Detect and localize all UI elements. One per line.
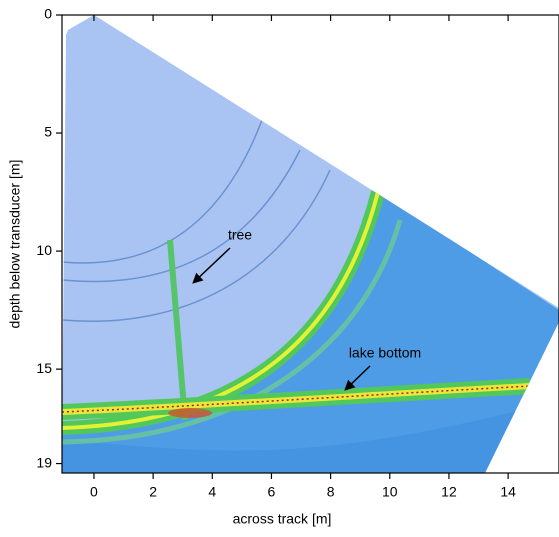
annotation-arrow xyxy=(344,365,371,391)
y-tick-label: 0 xyxy=(44,6,52,22)
annotation-arrow xyxy=(192,247,231,284)
sonar-image xyxy=(62,15,559,473)
annotation: tree xyxy=(228,227,252,243)
x-tick-label: 0 xyxy=(90,484,98,500)
plot-frame xyxy=(61,14,559,474)
annotation: lake bottom xyxy=(349,345,421,361)
y-tick-label: 5 xyxy=(44,124,52,140)
x-tick-label: 8 xyxy=(327,484,335,500)
x-tick-label: 14 xyxy=(500,484,516,500)
x-tick-label: 4 xyxy=(208,484,216,500)
y-tick-label: 10 xyxy=(36,242,52,258)
y-axis-label: depth below transducer [m] xyxy=(7,160,23,329)
x-tick-label: 10 xyxy=(382,484,398,500)
x-tick-label: 2 xyxy=(149,484,157,500)
y-tick-label: 15 xyxy=(36,360,52,376)
x-tick-label: 12 xyxy=(441,484,457,500)
x-axis-label: across track [m] xyxy=(233,511,332,527)
x-tick-label: 6 xyxy=(268,484,276,500)
y-tick-label: 19 xyxy=(36,454,52,470)
